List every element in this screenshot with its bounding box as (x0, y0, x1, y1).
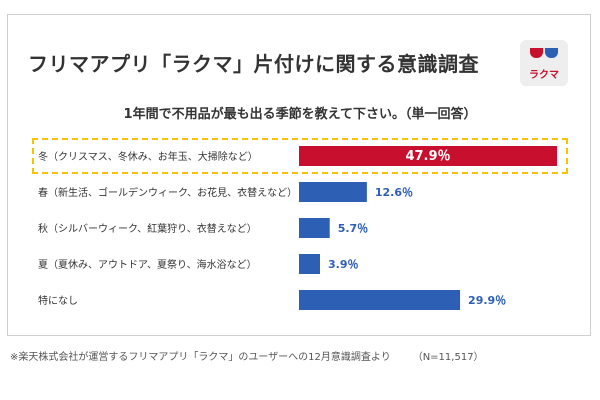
highlight-box (32, 138, 568, 174)
footnote-text: ※楽天株式会社が運営するフリマアプリ「ラクマ」のユーザーへの12月意識調査より (10, 352, 391, 363)
logo-blue-cup-icon (545, 48, 558, 58)
sample-size: （N=11,517） (412, 352, 484, 363)
bar (299, 254, 321, 274)
bar (299, 218, 330, 238)
category-label: 冬（クリスマス、冬休み、お年玉、大掃除など） (38, 150, 258, 163)
value-label: 12.6％ (375, 186, 413, 199)
footnote: ※楽天株式会社が運営するフリマアプリ「ラクマ」のユーザーへの12月意識調査より （… (10, 348, 484, 363)
category-label: 春（新生活、ゴールデンウィーク、お花見、衣替えなど） (38, 186, 297, 199)
logo-red-cup-icon (530, 48, 543, 58)
category-label: 特になし (38, 295, 78, 307)
value-label: 47.9％ (405, 149, 450, 164)
bar (299, 290, 461, 310)
bar (299, 146, 557, 166)
rakuma-logo: ラクマ (520, 40, 568, 86)
value-label: 29.9％ (468, 294, 506, 307)
logo-text: ラクマ (529, 70, 559, 81)
chart-title: 1年間で不用品が最も出る季節を教えて下さい。（単一回答） (123, 107, 477, 122)
value-label: 3.9％ (328, 258, 359, 271)
bar (299, 182, 367, 202)
chart-card (7, 14, 591, 336)
category-label: 秋（シルバーウィーク、紅葉狩り、衣替えなど） (38, 222, 257, 235)
page-title: フリマアプリ「ラクマ」片付けに関する意識調査 (28, 52, 479, 76)
value-label: 5.7％ (338, 222, 369, 235)
category-label: 夏（夏休み、アウトドア、夏祭り、海水浴など） (38, 258, 257, 271)
